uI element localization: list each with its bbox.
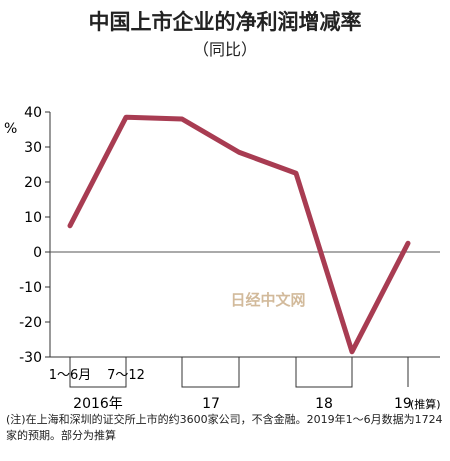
y-tick-label: 0 bbox=[33, 245, 42, 261]
chart-title: 中国上市企业的净利润增减率 bbox=[88, 10, 362, 34]
y-tick-label: -10 bbox=[19, 280, 42, 296]
chart-subtitle: （同比） bbox=[192, 40, 257, 59]
y-tick-label: 10 bbox=[24, 210, 42, 226]
year-bracket bbox=[295, 364, 353, 388]
series-line bbox=[67, 114, 411, 355]
year-bracket bbox=[181, 364, 240, 388]
y-tick-label: 20 bbox=[24, 175, 42, 191]
axes bbox=[45, 111, 440, 388]
year-bracket bbox=[69, 364, 127, 388]
period-label: 7～12 bbox=[107, 368, 145, 383]
year-label: 2016年 bbox=[73, 396, 123, 410]
year-label: 19 bbox=[394, 396, 412, 410]
y-tick-label: -20 bbox=[19, 315, 42, 331]
y-tick-labels: 40 30 20 10 0 -10 -20 -30 bbox=[19, 105, 42, 366]
y-axis-unit-label: % bbox=[4, 121, 17, 137]
line-chart: % 40 30 20 10 0 -10 -20 -30 1～6月 7～12 2016年 17 18 19… bbox=[4, 105, 441, 410]
period-label: 1～6月 bbox=[49, 368, 92, 383]
y-tick-label: 30 bbox=[24, 140, 42, 156]
year-label: 17 bbox=[202, 396, 220, 410]
estimate-label: (推算) bbox=[410, 397, 441, 410]
x-axis-labels: 1～6月 7～12 2016年 17 18 19(推算) bbox=[49, 368, 441, 410]
y-tick-label: -30 bbox=[19, 350, 42, 366]
series-line-group bbox=[67, 114, 411, 355]
y-tick-label: 40 bbox=[24, 105, 42, 121]
year-label: 18 bbox=[315, 396, 333, 410]
watermark: 日经中文网 bbox=[230, 291, 305, 309]
footnote: (注)在上海和深圳的证交所上市的约3600家公司，不含金融。2019年1～6月数… bbox=[6, 413, 443, 442]
